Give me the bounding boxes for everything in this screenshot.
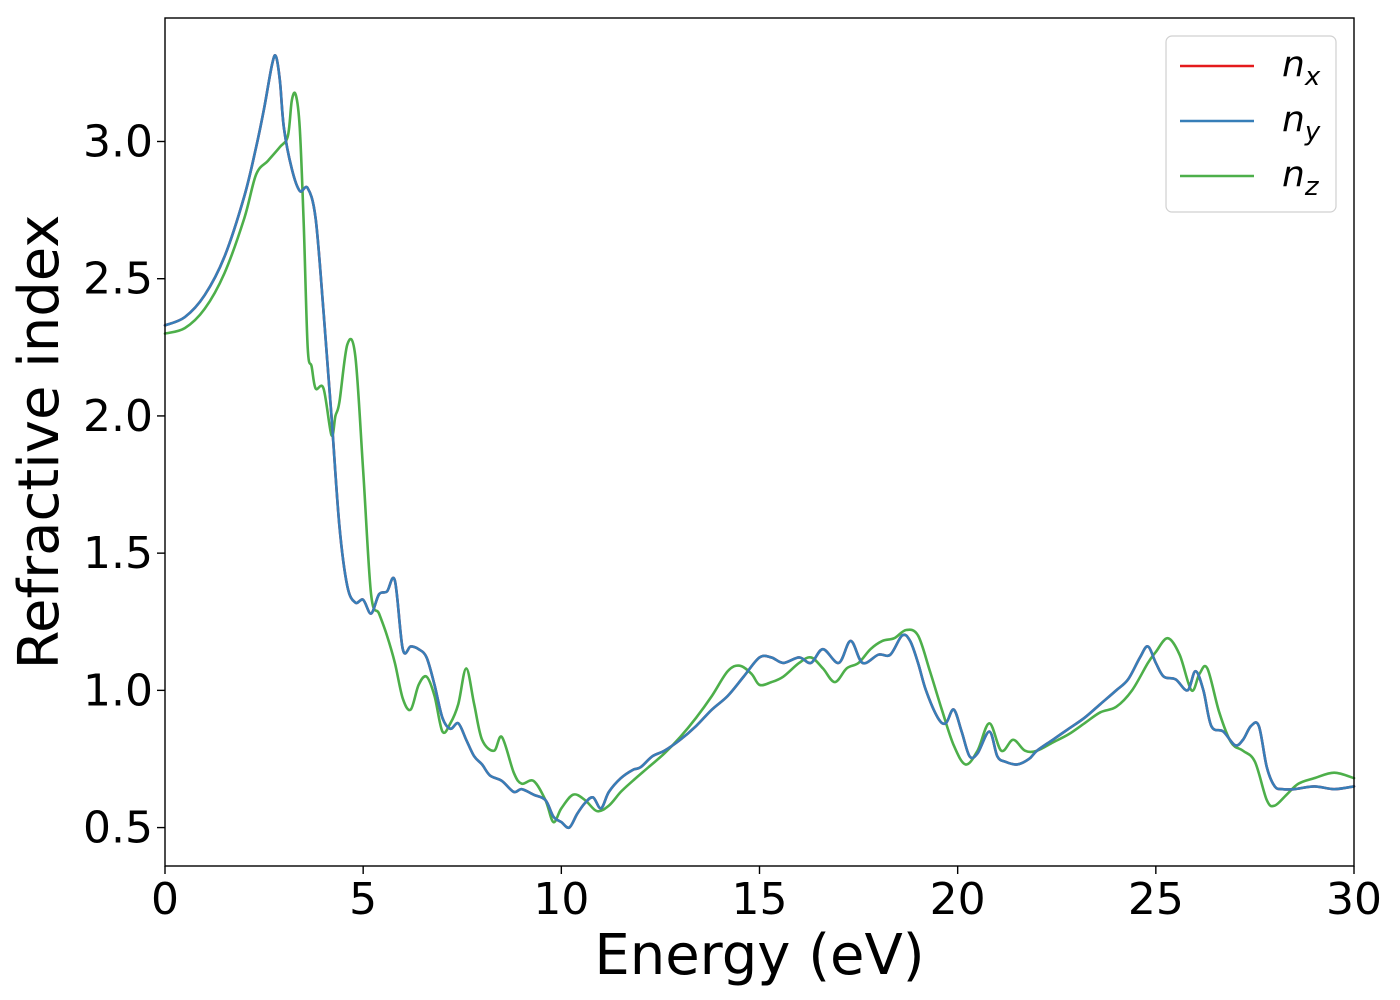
y-tick-label: 3.0 <box>83 116 153 167</box>
x-tick-label: 30 <box>1326 874 1382 925</box>
x-tick-label: 25 <box>1128 874 1184 925</box>
y-tick-label: 0.5 <box>83 803 153 854</box>
x-axis-title: Energy (eV) <box>594 923 924 988</box>
x-tick-label: 0 <box>151 874 179 925</box>
x-tick-label: 10 <box>533 874 589 925</box>
y-axis-ticks: 0.5 1.0 1.5 2.0 2.5 3.0 <box>83 116 165 854</box>
y-tick-label: 1.5 <box>83 528 153 579</box>
y-tick-label: 1.0 <box>83 665 153 716</box>
y-tick-label: 2.0 <box>83 391 153 442</box>
x-tick-label: 15 <box>732 874 788 925</box>
plot-area <box>165 18 1354 866</box>
y-tick-label: 2.5 <box>83 254 153 305</box>
x-tick-label: 5 <box>349 874 377 925</box>
x-tick-label: 20 <box>930 874 986 925</box>
series-layer <box>163 54 1356 830</box>
legend-box <box>1165 35 1337 213</box>
series-line-y <box>163 54 1356 830</box>
y-axis-title: Refractive index <box>7 215 72 670</box>
x-axis-ticks: 0 5 10 15 20 25 30 <box>151 866 1382 925</box>
